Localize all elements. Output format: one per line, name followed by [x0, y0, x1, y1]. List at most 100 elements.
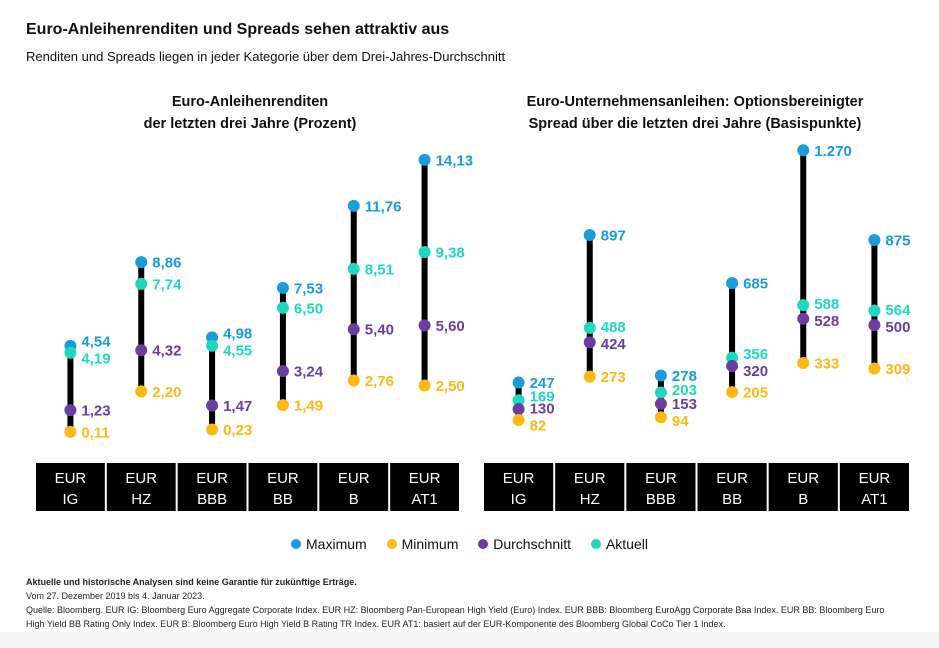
- data-point-minimum: [276, 399, 289, 412]
- data-label-durchschnitt: 1,23: [81, 403, 110, 420]
- left-chart-title-line1: Euro-Anleihenrenditen: [171, 94, 329, 110]
- data-label-minimum: 0,23: [223, 422, 252, 439]
- data-label-aktuell: 6,50: [294, 300, 323, 317]
- right-chart-title-line1: Euro-Unternehmensanleihen: Optionsberein…: [526, 94, 864, 110]
- data-label-maximum: 1.270: [814, 143, 852, 160]
- category-label: BBB: [646, 491, 676, 508]
- data-label-durchschnitt: 3,24: [294, 364, 324, 381]
- legend-label: Aktuell: [605, 536, 648, 552]
- data-point-minimum: [797, 357, 810, 370]
- category-label: IG: [511, 491, 527, 508]
- data-point-minimum: [135, 385, 148, 398]
- page-title: Euro-Anleihenrenditen und Spreads sehen …: [26, 21, 450, 38]
- legend-item-durchschnitt: Durchschnitt: [478, 536, 571, 552]
- data-point-durchschnitt: [654, 397, 667, 410]
- data-label-aktuell: 356: [743, 346, 768, 363]
- data-label-durchschnitt: 5,40: [365, 322, 394, 339]
- legend-dot-icon: [478, 539, 489, 549]
- legend-dot-icon: [291, 539, 302, 549]
- data-label-aktuell: 4,19: [81, 350, 110, 367]
- right-chart-title-line2: Spread über die letzten drei Jahre (Basi…: [528, 116, 862, 132]
- bottom-band: [0, 632, 939, 648]
- data-label-maximum: 897: [601, 227, 626, 244]
- data-point-aktuell: [797, 299, 810, 312]
- data-point-minimum: [726, 386, 739, 399]
- data-point-minimum: [206, 423, 219, 436]
- data-point-maximum: [583, 228, 596, 241]
- category-label: AT1: [861, 491, 887, 508]
- data-point-aktuell: [512, 394, 525, 407]
- category-box: [839, 463, 909, 511]
- data-label-durchschnitt: 424: [601, 336, 627, 353]
- data-label-aktuell: 564: [885, 302, 911, 319]
- data-point-durchschnitt: [276, 365, 289, 378]
- data-point-aktuell: [654, 386, 667, 399]
- category-box: [555, 463, 625, 511]
- data-point-maximum: [418, 153, 431, 166]
- category-box: [390, 463, 459, 511]
- data-point-aktuell: [583, 321, 596, 334]
- footer-period: Vom 27. Dezember 2019 bis 4. Januar 2023…: [26, 591, 205, 601]
- category-label: IG: [62, 491, 78, 508]
- category-label: BB: [722, 491, 742, 508]
- data-label-maximum: 8,86: [152, 255, 181, 272]
- data-label-durchschnitt: 130: [530, 401, 555, 418]
- category-label: AT1: [411, 491, 437, 508]
- data-point-aktuell: [64, 346, 77, 359]
- data-point-aktuell: [135, 277, 148, 290]
- data-label-aktuell: 8,51: [365, 261, 394, 278]
- data-label-minimum: 94: [672, 413, 689, 430]
- data-label-maximum: 14,13: [436, 152, 474, 169]
- data-label-maximum: 11,76: [365, 198, 402, 215]
- category-label: EUR: [503, 470, 535, 487]
- data-label-durchschnitt: 5,60: [436, 318, 465, 335]
- data-label-minimum: 333: [814, 356, 839, 373]
- data-label-minimum: 309: [885, 361, 910, 378]
- data-label-aktuell: 588: [814, 296, 839, 313]
- data-point-aktuell: [206, 339, 219, 352]
- data-label-minimum: 2,50: [436, 378, 465, 395]
- footer-source-2: High Yield BB Rating Only Index. EUR B: …: [26, 619, 726, 629]
- data-point-maximum: [347, 199, 360, 212]
- data-label-aktuell: 9,38: [436, 245, 465, 262]
- right-chart-title: Euro-Unternehmensanleihen: Optionsberein…: [480, 91, 910, 135]
- data-label-durchschnitt: 500: [885, 319, 910, 336]
- data-label-maximum: 278: [672, 368, 697, 385]
- footer-source-1: Quelle: Bloomberg. EUR IG: Bloomberg Eur…: [26, 605, 885, 615]
- data-label-minimum: 1,49: [294, 398, 323, 415]
- category-label: EUR: [267, 470, 299, 487]
- category-label: EUR: [55, 470, 87, 487]
- left-chart-title: Euro-Anleihenrenditen der letzten drei J…: [60, 91, 440, 135]
- left-chart-title-line2: der letzten drei Jahre (Prozent): [143, 116, 357, 132]
- data-label-minimum: 82: [530, 418, 547, 435]
- data-point-maximum: [654, 369, 667, 382]
- data-point-durchschnitt: [797, 312, 810, 325]
- data-point-minimum: [654, 411, 667, 424]
- data-label-aktuell: 488: [601, 319, 626, 336]
- category-label: EUR: [125, 470, 157, 487]
- data-point-maximum: [797, 144, 810, 157]
- data-point-aktuell: [418, 246, 431, 259]
- category-box: [626, 463, 696, 511]
- data-label-maximum: 4,54: [81, 333, 111, 350]
- category-box: [248, 463, 318, 511]
- data-point-aktuell: [347, 262, 360, 275]
- category-label: BBB: [197, 491, 227, 508]
- data-point-minimum: [64, 425, 77, 438]
- legend-label: Durchschnitt: [493, 536, 572, 552]
- data-label-durchschnitt: 528: [814, 313, 839, 330]
- data-label-maximum: 875: [885, 232, 910, 249]
- data-label-durchschnitt: 1,47: [223, 398, 252, 415]
- data-point-aktuell: [276, 301, 289, 314]
- category-label: HZ: [580, 491, 600, 508]
- data-point-durchschnitt: [418, 319, 431, 332]
- category-label: EUR: [409, 470, 441, 487]
- data-label-maximum: 685: [743, 276, 768, 293]
- data-label-durchschnitt: 4,32: [152, 343, 181, 360]
- data-point-maximum: [276, 281, 289, 294]
- data-point-minimum: [418, 379, 431, 392]
- data-point-durchschnitt: [583, 336, 596, 349]
- data-label-minimum: 2,76: [365, 373, 394, 390]
